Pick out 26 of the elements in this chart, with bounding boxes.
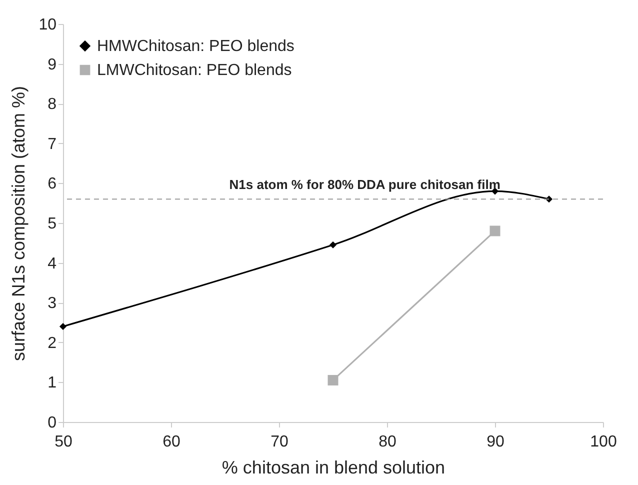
- x-tick-label: 50: [54, 434, 72, 450]
- point: [490, 226, 500, 236]
- y-axis-title: surface N1s composition (atom %): [8, 86, 29, 362]
- x-tick-label: 100: [590, 434, 617, 450]
- y-tick-label: 10: [38, 16, 57, 34]
- y-tick-label: 3: [48, 295, 57, 312]
- ref-line-label: N1s atom % for 80% DDA pure chitosan film: [229, 177, 500, 192]
- y-tick-label: 4: [48, 255, 57, 272]
- y-tick-label: 9: [48, 56, 57, 74]
- point: [329, 241, 337, 248]
- legend-label: HMWChitosan: PEO blends: [97, 38, 294, 55]
- point: [328, 374, 338, 386]
- y-tick-label: 8: [48, 96, 57, 114]
- y-tick-label: 5: [48, 216, 57, 232]
- x-tick-label: 60: [162, 434, 180, 450]
- x-tick-label: 90: [486, 434, 504, 450]
- x-tick-label: 70: [270, 434, 288, 450]
- point: [59, 322, 67, 330]
- y-tick-label: 6: [48, 176, 57, 193]
- legend-label: LMWChitosan: PEO blends: [97, 62, 292, 79]
- y-tick-label: 2: [48, 334, 57, 352]
- y-tick-label: 0: [48, 414, 57, 432]
- y-tick-label: 7: [48, 136, 57, 153]
- y-tick-label: 1: [48, 374, 57, 392]
- x-axis-title: % chitosan in blend solution: [222, 458, 446, 478]
- x-tick-label: 80: [378, 434, 396, 450]
